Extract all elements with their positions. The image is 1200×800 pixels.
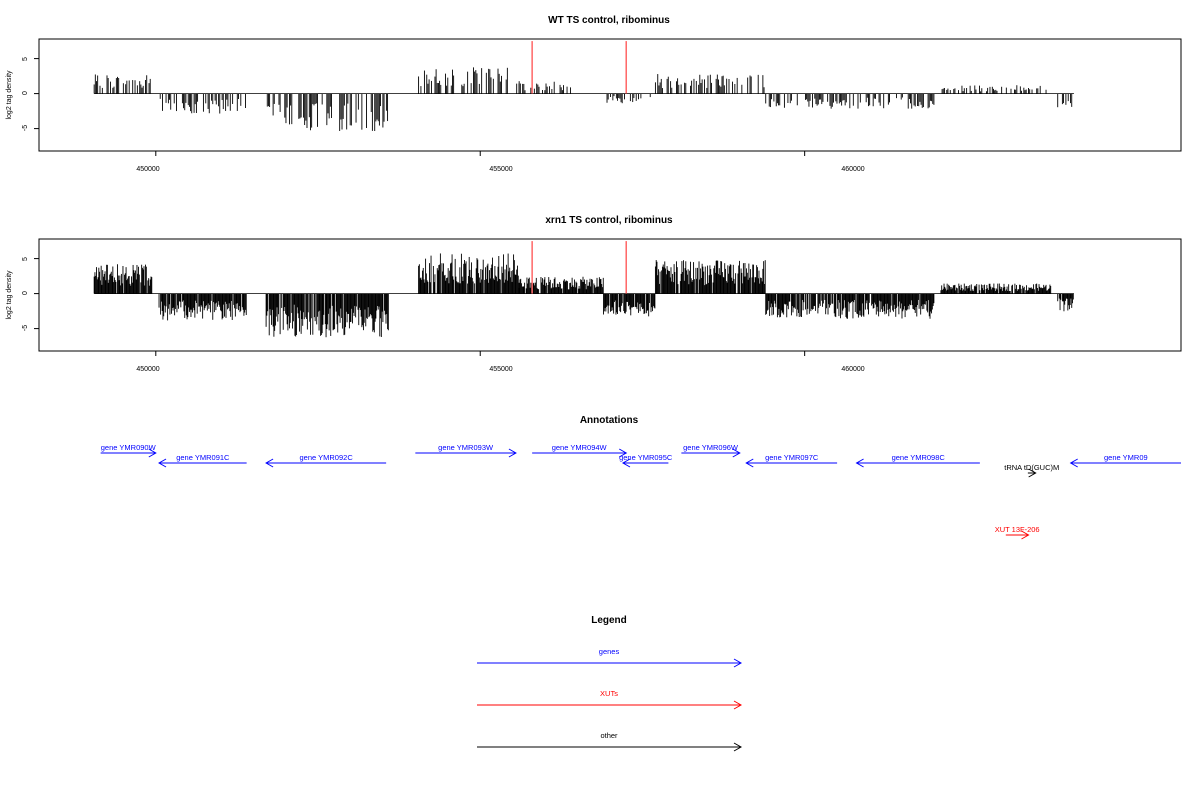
feature-label: gene YMR096W <box>683 443 739 452</box>
wt-xtick-450000: 450000 <box>136 166 159 173</box>
wt-panel-title: WT TS control, ribominus <box>548 15 670 26</box>
plot-frame <box>38 38 1182 152</box>
wt-ytick-5: 5 <box>22 57 29 61</box>
xrn1-panel-title: xrn1 TS control, ribominus <box>545 215 673 226</box>
wt-panel-yticks: 5 0 -5 <box>22 57 29 131</box>
legend-label: genes <box>599 647 620 656</box>
arrow-right-icon <box>733 658 743 668</box>
wt-panel-ylabel: log2 tag density <box>6 70 13 120</box>
annotation-feature[interactable]: gene YMR095C <box>619 453 673 468</box>
feature-label: gene YMR094W <box>552 443 608 452</box>
annotation-feature[interactable]: XUT 13F-206 <box>995 525 1040 540</box>
feature-label: XUT 13F-206 <box>995 525 1040 534</box>
wt-panel-plot <box>34 38 1182 156</box>
arrow-left-icon <box>855 458 864 468</box>
arrow-right-icon <box>508 448 517 458</box>
annotation-feature[interactable]: gene YMR097C <box>745 453 838 468</box>
feature-label: gene YMR090W <box>101 443 157 452</box>
legend-item-xut: XUTs <box>477 689 743 710</box>
annotation-feature[interactable]: gene YMR094W <box>532 443 628 458</box>
feature-label: gene YMR097C <box>765 453 819 462</box>
wt-xtick-460000: 460000 <box>841 166 864 173</box>
density-bars <box>93 67 1073 131</box>
legend-item-other: other <box>477 731 743 752</box>
wt-panel-xticks: 450000 455000 460000 <box>136 166 864 173</box>
legend: Legend genes XUTs other <box>477 615 743 752</box>
annotation-feature[interactable]: gene YMR09 <box>1069 453 1181 468</box>
xrn1-panel-yticks: 5 0 -5 <box>22 257 29 331</box>
annotation-feature[interactable]: gene YMR098C <box>855 453 980 468</box>
xrn1-xtick-450000: 450000 <box>136 366 159 373</box>
arrow-right-icon <box>1028 468 1037 478</box>
annotation-feature[interactable]: gene YMR092C <box>265 453 387 468</box>
annotation-feature[interactable]: gene YMR093W <box>415 443 517 458</box>
annotation-feature[interactable]: tRNA tD(GUC)M <box>1004 463 1059 478</box>
legend-items: genes XUTs other <box>477 647 743 752</box>
feature-label: gene YMR091C <box>176 453 230 462</box>
feature-label: gene YMR09 <box>1104 453 1148 462</box>
legend-item-gene: genes <box>477 647 743 668</box>
xrn1-panel: xrn1 TS control, ribominus log2 tag dens… <box>6 215 1182 373</box>
arrow-right-icon <box>148 448 157 458</box>
arrow-left-icon <box>158 458 167 468</box>
annotations-title: Annotations <box>580 415 639 426</box>
wt-xtick-455000: 455000 <box>489 166 512 173</box>
xrn1-ytick-minus5: -5 <box>22 325 29 331</box>
feature-label: gene YMR093W <box>438 443 494 452</box>
annotation-feature[interactable]: gene YMR090W <box>100 443 157 458</box>
xrn1-panel-xticks: 450000 455000 460000 <box>136 366 864 373</box>
arrow-left-icon <box>621 458 631 468</box>
xrn1-xtick-460000: 460000 <box>841 366 864 373</box>
wt-ytick-0: 0 <box>22 91 29 95</box>
arrow-right-icon <box>732 448 741 458</box>
xrn1-ytick-5: 5 <box>22 257 29 261</box>
xrn1-panel-plot <box>34 238 1182 356</box>
wt-ytick-minus5: -5 <box>22 125 29 131</box>
legend-title: Legend <box>591 615 627 626</box>
feature-label: gene YMR092C <box>300 453 354 462</box>
arrow-right-icon <box>1021 530 1030 540</box>
xrn1-panel-ylabel: log2 tag density <box>6 270 13 320</box>
arrow-right-icon <box>618 448 628 458</box>
legend-label: other <box>600 731 618 740</box>
density-bars <box>93 253 1074 338</box>
annotation-features: gene YMR090W gene YMR091C gene YMR092C gene… <box>100 443 1181 540</box>
arrow-right-icon <box>733 700 743 710</box>
xrn1-xtick-455000: 455000 <box>489 366 512 373</box>
feature-label: gene YMR095C <box>619 453 673 462</box>
xrn1-ytick-0: 0 <box>22 291 29 295</box>
feature-label: tRNA tD(GUC)M <box>1004 463 1059 472</box>
annotation-feature[interactable]: gene YMR091C <box>158 453 247 468</box>
wt-panel: WT TS control, ribominus log2 tag densit… <box>6 15 1182 173</box>
arrow-right-icon <box>733 742 743 752</box>
arrow-left-icon <box>265 458 274 468</box>
plot-frame <box>38 238 1182 352</box>
arrow-left-icon <box>1069 458 1078 468</box>
legend-label: XUTs <box>600 689 618 698</box>
feature-label: gene YMR098C <box>892 453 946 462</box>
annotation-feature[interactable]: gene YMR096W <box>681 443 741 458</box>
arrow-left-icon <box>745 458 754 468</box>
